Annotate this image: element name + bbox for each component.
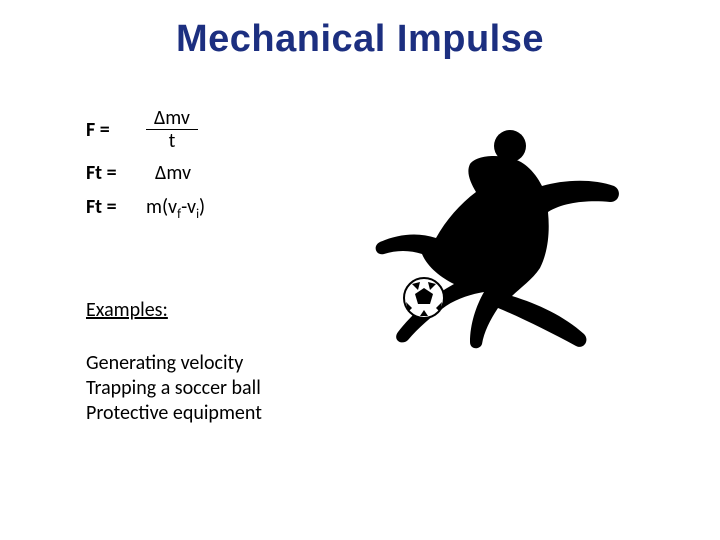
equation-text: Δmv bbox=[155, 161, 191, 185]
equation-lhs: F = bbox=[86, 118, 146, 142]
fraction-numerator: Δmv bbox=[146, 108, 198, 130]
example-item: Generating velocity bbox=[86, 351, 262, 376]
equations-block: F = Δmv t Ft = Δmv Ft = m(vf-vi) bbox=[86, 108, 205, 229]
examples-heading: Examples: bbox=[86, 298, 262, 323]
example-item: Trapping a soccer ball bbox=[86, 376, 262, 401]
equation-rhs: Δmv bbox=[146, 161, 191, 185]
slide-title: Mechanical Impulse bbox=[0, 18, 720, 61]
soccer-kick-icon bbox=[362, 120, 632, 350]
equation-lhs: Ft = bbox=[86, 161, 146, 185]
equation-rhs: m(vf-vi) bbox=[146, 195, 205, 219]
eq-suffix: ) bbox=[199, 195, 205, 219]
examples-block: Examples: Generating velocity Trapping a… bbox=[86, 298, 262, 426]
eq-vi: v bbox=[187, 195, 196, 219]
player-silhouette bbox=[376, 130, 619, 348]
eq-vf: v bbox=[168, 195, 177, 219]
example-item: Protective equipment bbox=[86, 401, 262, 426]
slide: Mechanical Impulse F = Δmv t Ft = Δmv Ft… bbox=[0, 0, 720, 540]
fraction: Δmv t bbox=[146, 108, 198, 151]
fraction-denominator: t bbox=[146, 130, 198, 151]
soccer-ball-icon bbox=[404, 278, 444, 318]
equation-row: Ft = Δmv bbox=[86, 161, 205, 185]
equation-row: Ft = m(vf-vi) bbox=[86, 195, 205, 219]
eq-prefix: m( bbox=[146, 195, 168, 219]
equation-rhs: Δmv t bbox=[146, 108, 198, 151]
equation-row: F = Δmv t bbox=[86, 108, 205, 151]
soccer-kick-figure bbox=[362, 120, 632, 350]
equation-lhs: Ft = bbox=[86, 195, 146, 219]
